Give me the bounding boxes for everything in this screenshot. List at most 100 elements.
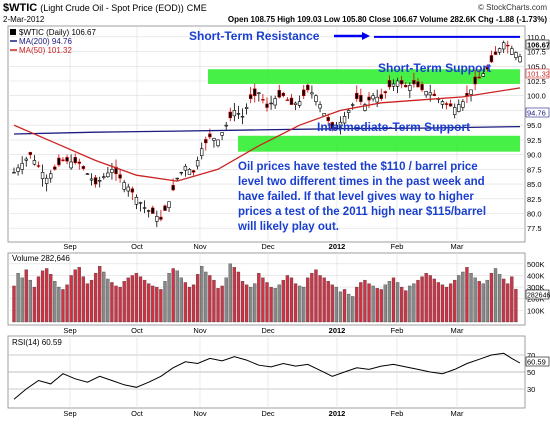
rsi-axis: 30 50 70 xyxy=(527,351,535,394)
volume-x-tick-label: Mar xyxy=(451,326,464,335)
candle-body xyxy=(240,116,245,118)
volume-bar xyxy=(138,276,143,323)
rsi-tick-label: 30 xyxy=(527,385,535,394)
candle-body xyxy=(16,167,20,172)
candle-body xyxy=(20,163,24,170)
candle-body xyxy=(53,166,57,170)
rsi-x-tick-label: Feb xyxy=(391,409,404,418)
rsi-x-tick-label: Mar xyxy=(451,409,464,418)
commentary-line: level two different times in the past we… xyxy=(238,176,485,188)
candle-body xyxy=(338,121,343,128)
volume-bar xyxy=(163,281,167,323)
candle-body xyxy=(359,95,363,102)
candle-body xyxy=(200,148,204,156)
volume-bar xyxy=(159,289,163,323)
volume-bar xyxy=(269,286,273,323)
volume-bar xyxy=(53,281,57,323)
price-tick-label: 90.0 xyxy=(527,151,542,160)
volume-bar xyxy=(191,284,196,323)
volume-bar xyxy=(461,271,465,323)
candle-body xyxy=(261,99,265,101)
candle-body xyxy=(12,171,16,174)
price-x-tick-label: Nov xyxy=(193,242,207,251)
volume-badge-frame xyxy=(525,289,550,300)
price-tick-label: 80.0 xyxy=(527,210,542,219)
candle-body xyxy=(297,101,302,106)
candle-body xyxy=(448,103,453,107)
candle-body xyxy=(302,89,306,97)
candle-body xyxy=(493,51,498,55)
rsi-badge: 60.59 xyxy=(527,358,546,367)
moving-averages xyxy=(13,87,521,182)
volume-bar xyxy=(110,282,114,323)
volume-bar xyxy=(155,286,159,323)
volume-bar xyxy=(338,291,343,323)
volume-bar xyxy=(175,270,179,323)
candle-body xyxy=(506,44,510,47)
candle-body xyxy=(244,107,249,109)
candle-body xyxy=(457,104,461,112)
volume-bar xyxy=(224,277,228,323)
volume-bar xyxy=(212,279,216,323)
candle-body xyxy=(273,98,277,106)
price-x-tick-label: Sep xyxy=(63,242,76,251)
candle-body xyxy=(342,116,347,124)
support-bands xyxy=(208,35,520,152)
candle-body xyxy=(85,173,90,175)
candle-body xyxy=(314,95,318,102)
volume-bar xyxy=(457,275,461,323)
volume-bar xyxy=(130,275,134,323)
price-tick-label: 100.0 xyxy=(527,92,546,101)
price-tick-label: 95.0 xyxy=(527,121,542,130)
candle-body xyxy=(420,84,424,91)
candle-body xyxy=(257,92,261,94)
volume-bar xyxy=(89,279,94,323)
candle-body xyxy=(248,94,253,99)
candle-body xyxy=(265,103,269,108)
candle-body xyxy=(350,104,355,106)
price-panel xyxy=(7,25,526,243)
volume-bar xyxy=(514,288,518,323)
legend-ma50: MA(50) 101.32 xyxy=(19,46,72,55)
volume-x-tick-label: Nov xyxy=(193,326,207,335)
volume-bar xyxy=(400,286,404,323)
volume-bar xyxy=(424,272,428,323)
candle-body xyxy=(126,186,130,192)
volume-bar xyxy=(253,283,257,323)
volume-bar xyxy=(73,269,77,323)
volume-bar xyxy=(240,281,245,323)
volume-bar xyxy=(126,277,130,323)
volume-bar xyxy=(257,272,261,323)
volume-x-tick-label: Sep xyxy=(63,326,76,335)
candle-body xyxy=(318,104,322,109)
price-x-tick-label: Oct xyxy=(131,242,144,251)
volume-bar xyxy=(440,284,445,323)
volume-bar xyxy=(122,281,126,323)
rsi-x-tick-label: Dec xyxy=(261,409,275,418)
price-tick-label: 105.0 xyxy=(527,62,546,71)
volume-bar xyxy=(183,282,188,323)
candles xyxy=(12,40,522,228)
volume-bar xyxy=(36,276,41,323)
candle-body xyxy=(138,202,143,204)
volume-bar xyxy=(383,284,387,323)
volume-bar xyxy=(277,284,281,323)
commentary-line: will likely play out. xyxy=(237,221,339,233)
ma50-badge: 101.32 xyxy=(527,70,550,79)
candle-body xyxy=(473,76,477,85)
resistance-arrowhead xyxy=(362,32,370,40)
candle-body xyxy=(383,91,388,94)
short-support-label: Short-Term Support xyxy=(378,61,491,75)
candle-body xyxy=(371,95,375,100)
candle-body xyxy=(395,80,400,87)
candle-body xyxy=(146,210,151,212)
volume-bar xyxy=(448,283,453,323)
rsi-badge-frame xyxy=(525,356,550,367)
volume-bar xyxy=(412,283,416,323)
candle-body xyxy=(69,161,73,169)
rsi-x-tick-label: Oct xyxy=(131,409,144,418)
volume-bar xyxy=(81,276,86,323)
volume-tick-label: 400K xyxy=(527,271,545,280)
volume-bar xyxy=(142,279,147,323)
